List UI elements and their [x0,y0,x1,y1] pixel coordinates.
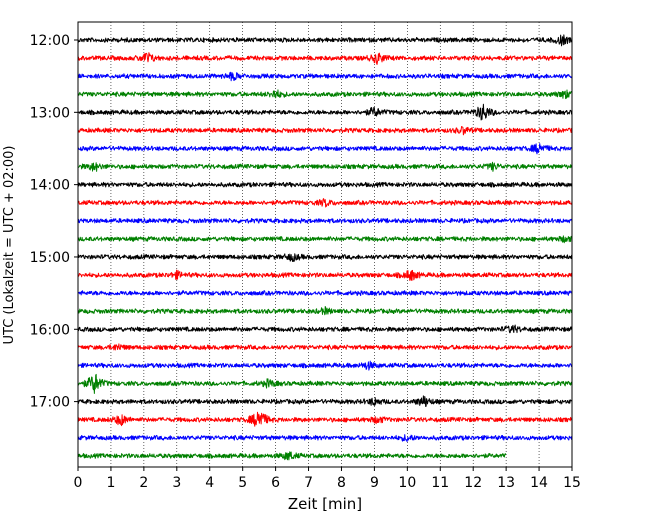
y-axis-label: UTC (Lokalzeit = UTC + 02:00) [2,146,17,345]
seismogram-trace [77,143,573,155]
seismogram-trace [77,343,573,351]
x-tick-label: 9 [370,475,379,491]
seismogram-trace [77,451,507,461]
x-axis-label: Zeit [min] [288,495,362,513]
x-axis-ticks: 0 1 2 3 4 5 6 7 8 9 10 11 12 13 14 15 [74,467,581,491]
seismogram-trace [77,373,573,394]
seismogram-trace [77,34,573,47]
seismogram-trace [77,126,573,136]
y-tick-label: 15:00 [30,250,70,266]
x-tick-label: 1 [106,475,115,491]
seismogram-trace [77,161,573,172]
x-tick-label: 12 [464,475,482,491]
x-tick-label: 8 [337,475,346,491]
x-tick-label: 2 [139,475,148,491]
seismogram-trace [77,253,573,262]
x-tick-label: 6 [271,475,280,491]
seismogram-trace [77,411,573,427]
seismogram-trace [77,290,573,297]
x-tick-label: 10 [398,475,416,491]
seismogram-trace [77,395,573,407]
seismogram-trace [77,52,573,65]
x-tick-label: 0 [74,475,83,491]
y-tick-label: 13:00 [30,105,70,121]
x-tick-label: 4 [205,475,214,491]
y-tick-label: 14:00 [30,178,70,194]
seismogram-trace [77,324,573,334]
y-tick-label: 12:00 [30,33,70,49]
seismogram-trace [77,89,573,100]
seismogram-traces [77,34,573,461]
seismogram-trace [77,71,573,82]
seismogram-trace [77,434,573,443]
seismogram-trace [77,306,573,316]
x-tick-label: 5 [238,475,247,491]
seismogram-trace [77,198,573,208]
y-tick-label: 17:00 [30,395,70,411]
seismogram-trace [77,269,573,281]
seismogram-trace [77,103,573,121]
x-tick-label: 13 [497,475,515,491]
plot-frame [77,21,573,468]
seismogram-trace [77,360,573,371]
seismogram-trace [77,235,573,244]
x-tick-label: 3 [172,475,181,491]
x-tick-label: 14 [530,475,548,491]
seismogram-trace [77,181,573,188]
x-tick-label: 15 [563,475,581,491]
grid-lines [110,22,540,467]
y-axis-ticks: 12:00 13:00 14:00 15:00 16:00 17:00 [30,33,78,411]
x-tick-label: 7 [304,475,313,491]
y-tick-label: 16:00 [30,322,70,338]
seismogram-trace [77,217,573,224]
x-tick-label: 11 [431,475,449,491]
